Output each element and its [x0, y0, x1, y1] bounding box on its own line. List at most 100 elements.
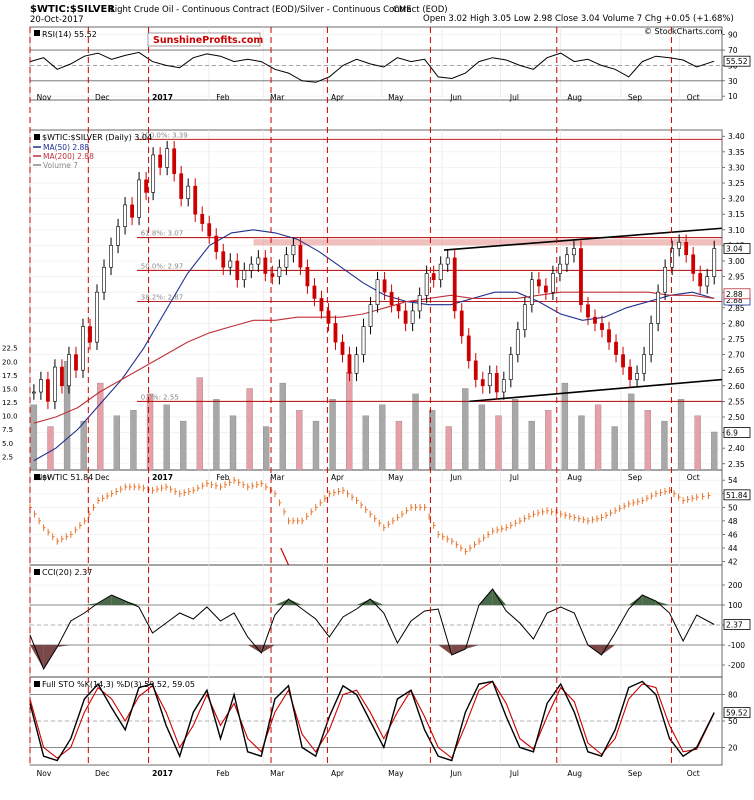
resistance-zone	[253, 239, 723, 246]
sto-title: Full STO %K(14,3) %D(3) 59.52, 59.05	[42, 680, 195, 689]
price-candle	[480, 379, 485, 387]
month-label: Nov	[37, 93, 52, 102]
panel-frame-wtic	[29, 469, 723, 566]
y-tick-label: 2.70	[728, 351, 745, 360]
price-candle	[382, 279, 387, 293]
price-candle	[88, 326, 92, 343]
price-candle	[536, 279, 541, 287]
cci-negative-fill	[30, 645, 44, 669]
value-tag-label: 59.52	[726, 709, 748, 718]
fib-level-label: 38.2%: 2.87	[141, 294, 183, 302]
price-candle	[193, 185, 198, 215]
fib-level-label: 100.0%: 3.39	[141, 131, 188, 139]
y-tick-label: 44	[728, 544, 738, 553]
volume-bar	[578, 415, 585, 471]
volume-bar	[246, 388, 253, 471]
price-candle	[607, 329, 611, 343]
panel-frame-cci	[29, 564, 723, 678]
price-candle	[235, 260, 240, 281]
month-label: Mar	[270, 93, 285, 102]
price-candle	[67, 354, 71, 387]
price-candle	[593, 316, 597, 324]
header-description: Light Crude Oil - Continuous Contract (E…	[110, 5, 448, 15]
ma200-line	[33, 291, 715, 424]
price-candle	[137, 179, 141, 218]
price-candle	[558, 263, 562, 274]
price-candle	[396, 304, 401, 312]
price-candle	[403, 310, 408, 324]
price-candle	[270, 273, 275, 277]
price-candle	[712, 248, 717, 277]
panel-marker-icon	[34, 681, 40, 687]
sto-panel: 20 50 80 Full STO %K(14,3) %D(3) 59.52, 59.…	[29, 680, 751, 762]
price-candle	[565, 254, 569, 265]
cci-positive-fill	[288, 599, 303, 605]
value-tag-label: 2.37	[726, 621, 743, 630]
volume-bar	[545, 410, 552, 471]
y-tick-label: 10	[728, 92, 738, 101]
price-candle	[144, 179, 149, 193]
price-candle	[614, 341, 618, 355]
y-tick-label: 46	[728, 530, 738, 539]
value-tag	[723, 427, 751, 438]
month-label: Aug	[567, 93, 582, 102]
price-candle	[53, 366, 57, 402]
y-tick-label: 2.80	[728, 319, 745, 328]
panel-frame-rsi	[29, 26, 723, 101]
volume-bar	[511, 399, 519, 471]
price-candle	[249, 263, 254, 271]
price-candle	[684, 241, 689, 256]
volume-bar	[47, 426, 54, 471]
y-tick-label: 2.95	[728, 273, 745, 282]
y-tick-label: 3.20	[728, 195, 745, 204]
price-candle	[389, 291, 394, 305]
price-candle	[326, 310, 331, 324]
price-candle	[459, 310, 464, 337]
month-label: 2017	[152, 769, 173, 778]
vertical-markers	[29, 27, 672, 765]
volume-bar	[694, 415, 701, 471]
rsi-line	[29, 51, 715, 83]
header-ohlc: Open 3.02 High 3.05 Low 2.98 Close 3.04 …	[423, 14, 734, 24]
y-tick-label: 80	[728, 691, 738, 700]
sto-d-line	[29, 680, 715, 759]
volume-bar	[462, 388, 469, 471]
volume-bar	[412, 393, 419, 471]
x-axis: Nov Dec 2017 Feb Mar Apr May Jun Jul Aug Sep Oct Nov…	[37, 93, 700, 778]
month-label: Oct	[687, 93, 700, 102]
value-tag	[723, 288, 751, 300]
header-date: 20-Oct-2017	[30, 15, 84, 25]
y-tick-label: 2.55	[728, 397, 745, 406]
cci-negative-fill	[438, 645, 452, 655]
volume-bar	[677, 399, 685, 471]
panel-marker-icon	[34, 474, 40, 480]
cci-positive-fill	[84, 603, 99, 605]
y-tick-label: 200	[728, 581, 743, 590]
volume-bar	[263, 426, 270, 471]
value-tag	[723, 707, 751, 719]
month-label: Feb	[216, 93, 230, 102]
value-tag	[723, 55, 751, 67]
month-label: Jul	[509, 473, 519, 482]
volume-bar	[229, 415, 237, 471]
copyright: © StockCharts.com	[644, 27, 723, 36]
price-candle	[354, 354, 359, 374]
fib-level-label: 61.8%: 3.07	[141, 230, 183, 238]
y-tick-label: -200	[728, 661, 745, 670]
panel-marker-icon	[34, 569, 40, 575]
month-label: May	[388, 473, 404, 482]
price-candle	[333, 323, 338, 343]
month-label: 2017	[152, 93, 173, 102]
price-candle	[375, 279, 380, 305]
volume-tick-label: 15.0	[2, 385, 18, 393]
y-tick-label: 2.65	[728, 366, 745, 375]
price-candle	[473, 360, 478, 380]
volume-tick-label: 17.5	[2, 372, 18, 380]
volume-bar	[130, 410, 137, 471]
price-candle	[39, 379, 43, 393]
volume-bar	[296, 410, 303, 471]
month-label: Nov	[37, 473, 52, 482]
price-candle	[319, 298, 324, 312]
price-candle	[221, 251, 226, 268]
